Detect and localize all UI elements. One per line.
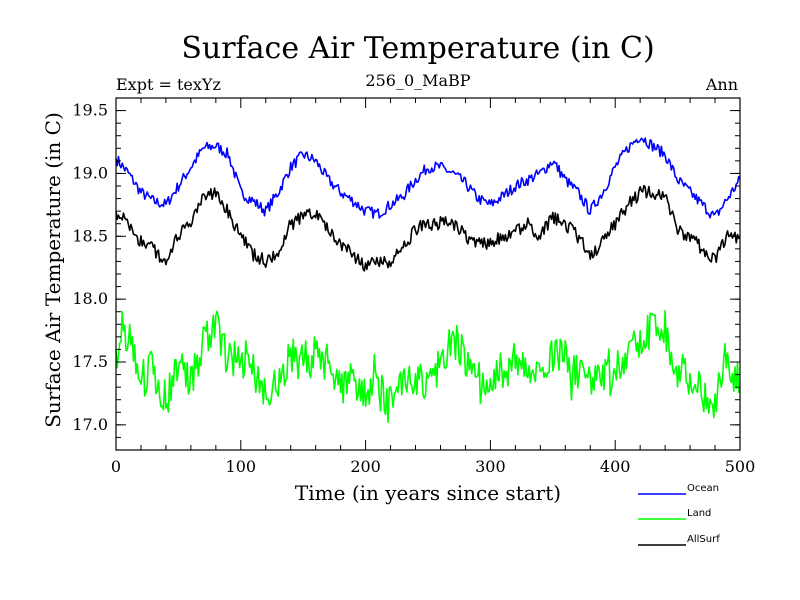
plot-frame [115, 97, 741, 451]
series-layer [115, 137, 741, 423]
x-tick-label: 100 [226, 457, 257, 476]
y-tick-label: 19.0 [72, 163, 108, 182]
season-label: Ann [705, 75, 738, 94]
y-tick-label: 19.5 [72, 101, 108, 120]
y-axis-label: Surface Air Temperature (in C) [41, 112, 65, 428]
x-tick-label: 0 [111, 457, 121, 476]
y-tick-label: 17.5 [72, 352, 108, 371]
legend: Ocean Land AllSurf [638, 483, 720, 546]
x-tick-label: 500 [725, 457, 756, 476]
x-tick-label: 300 [475, 457, 506, 476]
legend-label-ocean: Ocean [687, 483, 719, 494]
experiment-label: Expt = texYz [116, 75, 221, 94]
legend-label-allsurf: AllSurf [687, 534, 720, 545]
legend-label-land: Land [687, 508, 711, 519]
x-axis-label: Time (in years since start) [295, 481, 561, 505]
series-line-land [115, 309, 741, 423]
chart-title: Surface Air Temperature (in C) [181, 31, 654, 66]
series-line-allsurf [115, 184, 741, 272]
period-label: 256_0_MaBP [365, 71, 470, 90]
x-tick-label: 400 [600, 457, 631, 476]
x-tick-label: 200 [350, 457, 381, 476]
series-line-ocean [115, 137, 741, 219]
y-tick-label: 18.5 [72, 226, 108, 245]
y-tick-label: 18.0 [72, 289, 108, 308]
y-tick-label: 17.0 [72, 415, 108, 434]
axes: 0 100 200 300 400 500 17.0 17.5 18.0 18.5 19.0 19.5 [72, 97, 756, 476]
